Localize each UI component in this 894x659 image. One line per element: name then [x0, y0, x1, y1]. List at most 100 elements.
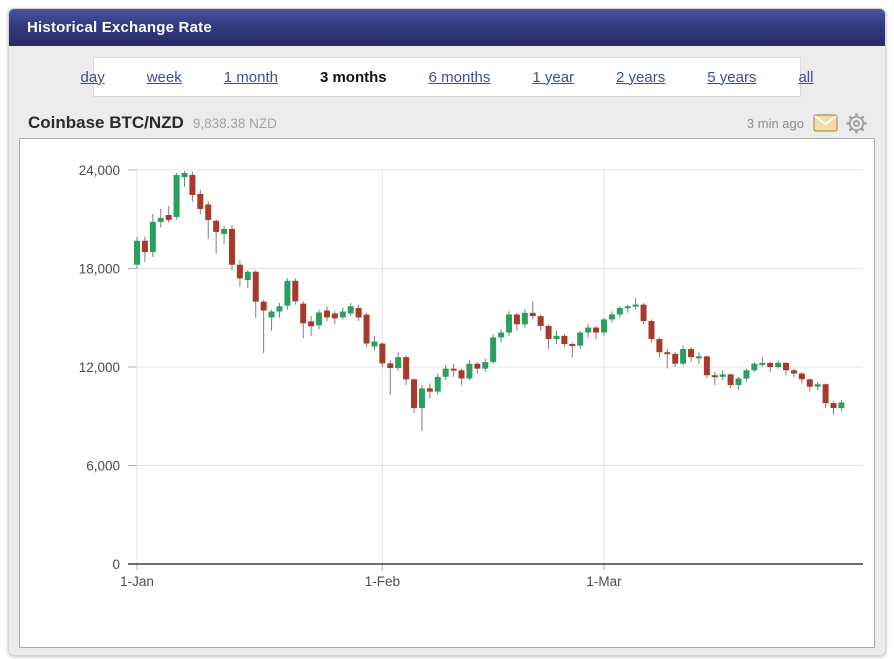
x-axis-tick-label: 1-Mar [586, 574, 622, 589]
candle-body-mar-28 [814, 384, 821, 387]
candle-body-jan-3 [149, 221, 156, 253]
candle-body-feb-6 [418, 388, 425, 409]
candle-body-jan-12 [221, 228, 228, 234]
candle-body-jan-21 [292, 280, 299, 302]
candle-body-jan-23 [308, 321, 315, 327]
candle-body-mar-18 [735, 378, 742, 386]
candle-body-jan-20 [284, 280, 291, 306]
candle-body-feb-3 [395, 357, 402, 368]
candlestick-chart[interactable]: 0 6,000 12,000 18,000 24,000 1-Jan 1-Feb 1-Mar [20, 139, 874, 647]
candle-body-feb-7 [426, 388, 433, 392]
candle-body-feb-13 [474, 363, 481, 369]
candle-body-jan-14 [236, 264, 243, 279]
candle-body-mar-19 [743, 370, 750, 379]
candle-body-jan-28 [347, 306, 354, 314]
instrument-title-row: Coinbase BTC/NZD 9,838.38 NZD 3 min ago [28, 108, 868, 138]
instrument-name: Coinbase BTC/NZD [28, 113, 184, 132]
candle-body-mar-4 [624, 306, 631, 309]
candle-body-feb-25 [569, 344, 576, 347]
candle-body-feb-15 [490, 337, 497, 363]
candle-body-feb-17 [506, 314, 513, 333]
candle-body-jan-7 [181, 172, 188, 178]
candle-body-mar-2 [608, 314, 615, 320]
x-axis-tick-label: 1-Feb [365, 574, 400, 589]
candle-body-mar-30 [830, 403, 837, 409]
instrument-last-price: 9,838.38 NZD [192, 115, 277, 131]
candle-body-jan-19 [276, 306, 283, 312]
candle-body-jan-30 [363, 314, 370, 344]
historical-exchange-rate-widget: Historical Exchange Rate day week 1 month 3… [8, 8, 886, 656]
candle-body-jan-25 [323, 310, 330, 318]
candle-body-mar-7 [648, 321, 655, 340]
candle-body-mar-31 [838, 402, 845, 409]
candle-body-jan-22 [300, 303, 307, 324]
mail-icon[interactable] [813, 114, 838, 132]
candle-body-feb-28 [593, 327, 600, 333]
y-axis-tick-label: 0 [112, 557, 120, 572]
candle-body-mar-14 [703, 356, 710, 376]
candle-body-feb-19 [521, 312, 528, 325]
candle-body-jan-4 [157, 217, 164, 222]
candle-body-jan-29 [355, 307, 362, 318]
candle-body-jan-5 [165, 214, 172, 220]
tab-5-years[interactable]: 5 years [707, 68, 757, 86]
candle-body-mar-22 [767, 362, 774, 367]
gear-icon[interactable] [845, 112, 868, 135]
candle-body-mar-15 [711, 375, 718, 378]
y-axis-tick-label: 6,000 [86, 459, 120, 474]
tab-1-month[interactable]: 1 month [223, 68, 278, 86]
candle-body-feb-27 [585, 327, 592, 333]
candle-body-feb-8 [434, 376, 441, 392]
candle-body-mar-10 [672, 353, 679, 364]
candle-body-jan-11 [213, 220, 220, 232]
candle-body-feb-10 [450, 368, 457, 371]
tab-6-months[interactable]: 6 months [428, 68, 491, 86]
chart-panel: 0 6,000 12,000 18,000 24,000 1-Jan 1-Feb 1-Mar [19, 138, 875, 648]
candle-body-feb-12 [466, 363, 473, 379]
candle-body-feb-24 [561, 335, 568, 345]
candle-body-feb-26 [577, 332, 584, 346]
candle-body-mar-21 [759, 362, 766, 365]
candle-body-mar-23 [775, 362, 782, 367]
candle-body-mar-27 [806, 379, 813, 387]
candle-body-jan-26 [331, 313, 338, 319]
candle-body-mar-9 [664, 352, 671, 355]
tab-2-years[interactable]: 2 years [616, 68, 666, 86]
candle-body-mar-17 [727, 374, 734, 386]
candle-body-jan-15 [244, 271, 251, 280]
candle-body-feb-14 [482, 362, 489, 369]
candle-body-jan-18 [268, 311, 275, 318]
candle-body-mar-3 [616, 307, 623, 315]
candle-body-jan-27 [339, 311, 346, 318]
candle-body-jan-10 [205, 204, 212, 220]
candle-body-jan-24 [316, 312, 323, 326]
candle-body-jan-16 [252, 271, 259, 302]
tab-day[interactable]: day [80, 68, 105, 86]
tab-week[interactable]: week [146, 68, 182, 86]
tab-3-months[interactable]: 3 months [319, 68, 387, 86]
candle-body-mar-8 [656, 339, 663, 353]
candle-body-feb-1 [379, 343, 386, 364]
candle-body-feb-9 [442, 368, 449, 377]
candle-body-jan-1 [134, 240, 140, 265]
candle-body-feb-18 [513, 314, 520, 325]
candle-body-feb-20 [529, 312, 536, 317]
candle-body-jan-31 [371, 341, 378, 347]
candle-body-mar-24 [783, 362, 790, 371]
candle-body-jan-17 [260, 301, 267, 311]
candle-body-feb-21 [537, 316, 544, 326]
candle-body-feb-11 [458, 370, 465, 379]
candle-body-mar-16 [719, 374, 726, 377]
tab-1-year[interactable]: 1 year [532, 68, 575, 86]
y-axis-tick-label: 24,000 [79, 163, 120, 178]
candle-body-mar-20 [751, 363, 758, 371]
time-range-tabbar: day week 1 month 3 months 6 months 1 year 2 ye… [81, 57, 813, 97]
candle-body-mar-25 [790, 370, 797, 374]
tab-all[interactable]: all [798, 68, 814, 86]
candle-body-feb-22 [545, 325, 552, 340]
candle-body-mar-1 [600, 319, 607, 333]
candle-body-mar-5 [632, 304, 639, 307]
x-axis-tick-label: 1-Jan [120, 574, 154, 589]
candle-body-mar-6 [640, 304, 647, 322]
candle-body-feb-23 [553, 335, 560, 340]
